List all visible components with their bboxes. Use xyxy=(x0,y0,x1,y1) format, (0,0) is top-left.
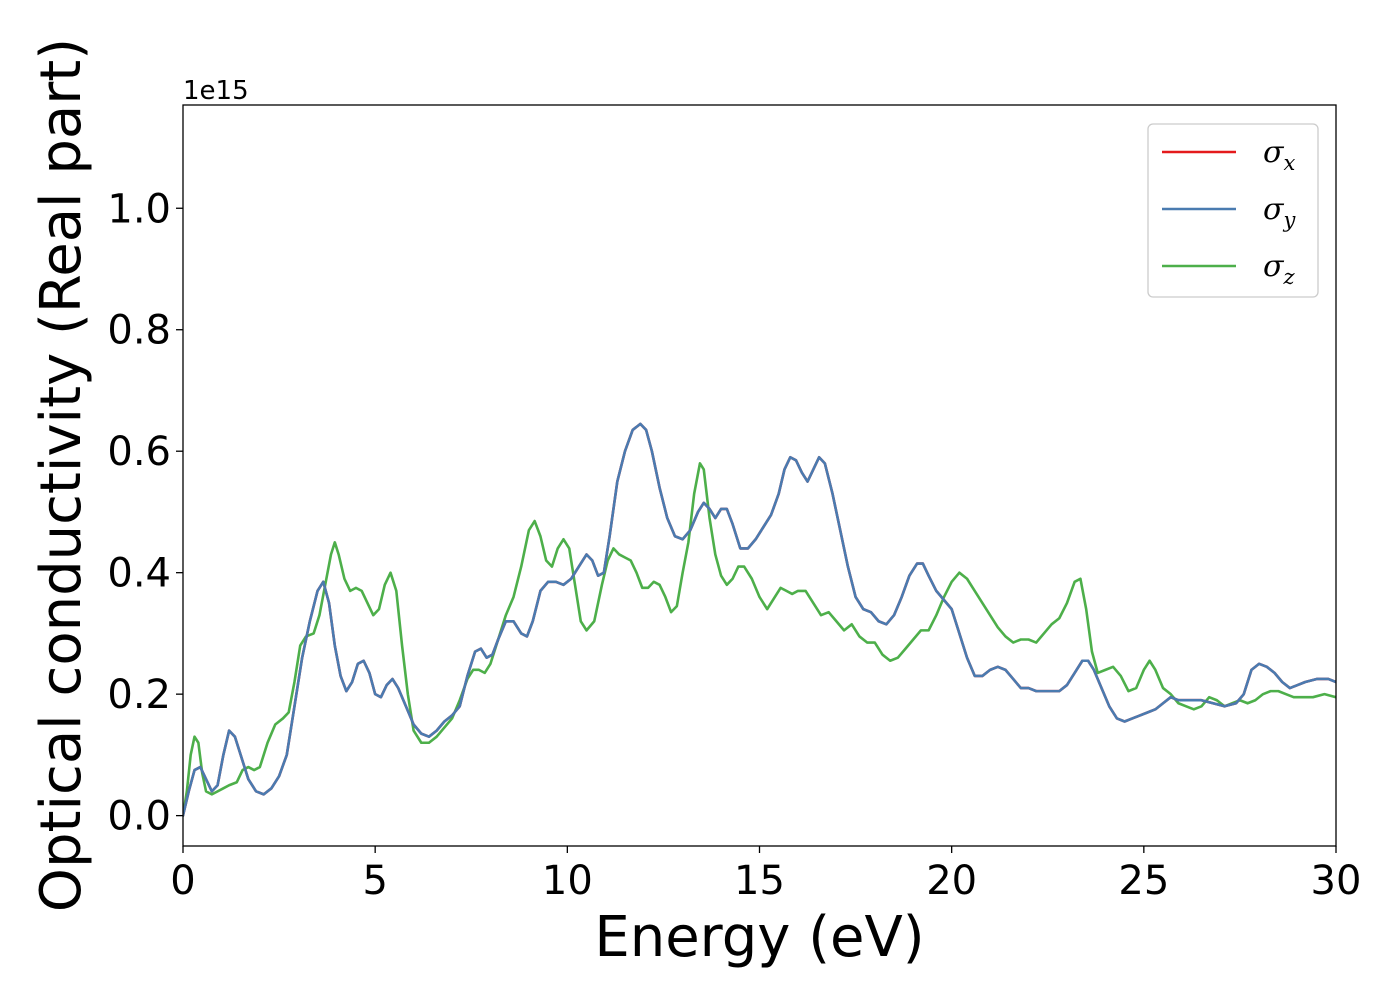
series-layer xyxy=(183,422,1336,817)
legend-box xyxy=(1147,123,1319,298)
x-axis-title: Energy (eV) xyxy=(594,905,924,970)
series-line-z xyxy=(183,462,1336,817)
y-tick-label: 0.8 xyxy=(107,308,171,354)
legend-subscript-z: z xyxy=(1282,265,1295,289)
plot-area xyxy=(183,105,1336,846)
x-tick-label: 5 xyxy=(362,858,387,904)
x-tick-label: 30 xyxy=(1311,858,1362,904)
y-offset-label: 1e15 xyxy=(183,76,249,106)
x-tick-label: 10 xyxy=(542,858,593,904)
x-tick-label: 20 xyxy=(926,858,977,904)
plot-frame xyxy=(182,104,1337,847)
y-tick-label: 0.0 xyxy=(107,794,171,840)
x-tick-label: 15 xyxy=(734,858,785,904)
x-axis-ticks: 0 5 10 15 20 25 30 xyxy=(170,846,1361,904)
y-axis-title: Optical conductivity (Real part) xyxy=(29,38,94,912)
x-tick-label: 25 xyxy=(1118,858,1169,904)
y-tick-label: 0.6 xyxy=(107,429,171,475)
y-tick-label: 1.0 xyxy=(107,186,171,232)
series-line-y xyxy=(183,422,1336,817)
x-tick-label: 0 xyxy=(170,858,195,904)
y-tick-label: 0.4 xyxy=(107,551,171,597)
legend-subscript-y: y xyxy=(1282,208,1296,232)
legend-subscript-x: x xyxy=(1283,151,1295,175)
y-tick-label: 0.2 xyxy=(107,672,171,718)
y-axis-ticks: 0.0 0.2 0.4 0.6 0.8 1.0 xyxy=(107,186,183,840)
